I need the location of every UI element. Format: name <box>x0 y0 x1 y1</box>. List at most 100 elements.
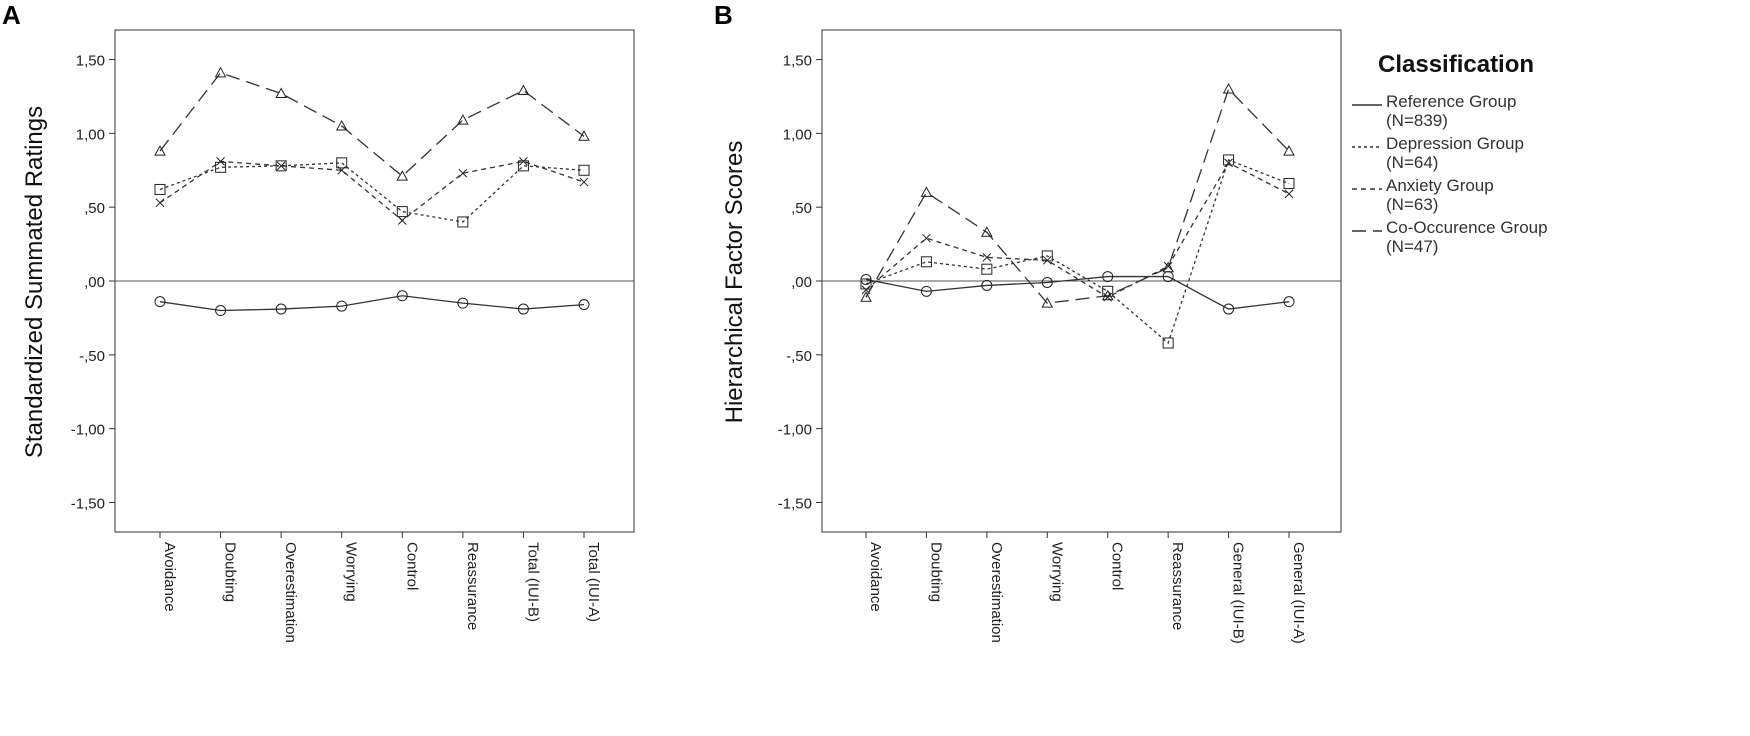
panel-a-x-tick-label: Total (IUI-A) <box>585 542 602 622</box>
panel-b-data-point <box>1283 145 1295 156</box>
panel-b-x-tick-label: Avoidance <box>867 542 884 612</box>
panel-a-data-point <box>335 119 348 131</box>
panel-a-y-tick-label: 1,00 <box>76 126 105 143</box>
legend-title: Classification <box>1378 51 1534 78</box>
panel-a-data-point <box>154 183 166 195</box>
legend-entry: Reference Group(N=839) <box>1352 92 1516 130</box>
panel-b-data-point <box>981 279 993 291</box>
panel-b-data-point <box>1284 189 1294 199</box>
panel-b-data-point <box>1101 289 1114 301</box>
panel-b-label: B <box>714 0 733 30</box>
panel-a-data-point <box>216 157 225 166</box>
panel-b-y-tick-label: 1,00 <box>783 126 812 143</box>
legend-label: Reference Group <box>1386 92 1516 111</box>
panel-b-series-line <box>865 275 1290 310</box>
panel-a-data-point <box>396 206 408 218</box>
panel-b-data-point <box>920 256 932 268</box>
panel-a-data-point <box>336 300 348 312</box>
panel-b-y-tick-label: -1,50 <box>778 495 812 512</box>
panel-b-ylabel: Hierarchical Factor Scores <box>721 141 748 424</box>
panel-a-data-point <box>154 145 166 156</box>
panel-b-data-point <box>922 233 931 243</box>
panel-b-data-point <box>1283 178 1295 190</box>
legend-entry: Anxiety Group(N=63) <box>1352 176 1494 214</box>
panel-a-x-tick-label: Reassurance <box>464 542 481 630</box>
panel-a-data-point <box>215 161 227 173</box>
panel-a: A Standardized Summated Ratings 1,50 1,00… <box>2 0 635 643</box>
panel-b-series-line <box>865 162 1290 298</box>
panel-b-data-point <box>1162 261 1174 273</box>
panel-a-data-point <box>397 216 407 225</box>
panel-a-data-point <box>275 87 287 98</box>
panel-a-x-axis: Avoidance Doubting Overestimation Worrying C… <box>159 532 602 643</box>
legend: Classification Reference Group(N=839) Dep… <box>1352 51 1548 256</box>
panel-a-y-tick-label: ,50 <box>84 200 105 217</box>
panel-b-x-tick-label: Doubting <box>927 542 944 602</box>
panel-b-data-point <box>981 226 993 237</box>
panel-b-series <box>860 83 1295 349</box>
panel-b-data-point <box>981 263 993 275</box>
panel-b-data-point <box>1223 154 1235 166</box>
panel-a-y-tick-label: -1,00 <box>71 422 105 439</box>
panel-a-series-0 <box>154 290 590 317</box>
panel-b-data-point <box>1222 83 1235 94</box>
panel-a-series-line <box>159 162 585 223</box>
panel-b-data-point <box>860 278 872 290</box>
panel-b-x-axis: Avoidance Doubting Overestimation Worrying C… <box>865 532 1307 644</box>
panel-b-y-tick-label: ,50 <box>791 200 812 217</box>
panel-b-data-point <box>1223 303 1235 315</box>
panel-b-series-1 <box>860 154 1295 349</box>
panel-b-x-tick-label: General (IUI-A) <box>1290 542 1307 644</box>
panel-a-x-tick-label: Total (IUI-B) <box>524 542 541 622</box>
panel-b-series-2 <box>861 158 1294 302</box>
panel-b-data-point <box>1041 297 1054 308</box>
panel-a-series-2 <box>155 157 589 225</box>
panel-b-data-point <box>920 285 932 297</box>
legend-entry: Co-Occurence Group(N=47) <box>1352 218 1548 256</box>
panel-a-y-axis: 1,50 1,00 ,50 ,00 -,50 -1,00 -1,50 <box>71 53 634 512</box>
panel-a-data-point <box>457 216 469 228</box>
panel-a-data-point <box>578 130 590 141</box>
panel-a-data-point <box>519 157 528 166</box>
legend-count: (N=839) <box>1386 111 1448 130</box>
panel-a-x-tick-label: Worrying <box>343 542 360 602</box>
panel-b-data-point <box>1042 255 1052 265</box>
panel-b-y-tick-label: ,00 <box>791 274 812 291</box>
panel-a-ylabel: Standardized Summated Ratings <box>21 106 48 458</box>
panel-b-series-line <box>865 87 1290 304</box>
legend-label: Depression Group <box>1386 134 1524 153</box>
panel-a-data-point <box>578 164 590 176</box>
panel-a-y-tick-label: -1,50 <box>71 495 105 512</box>
panel-a-data-point <box>336 157 348 169</box>
panel-a-data-point <box>579 177 589 187</box>
panel-b-series-line <box>865 159 1290 345</box>
panel-a-data-point <box>154 296 166 308</box>
panel-a-data-point <box>517 303 529 315</box>
legend-entry: Depression Group(N=64) <box>1352 134 1524 172</box>
panel-b-data-point <box>860 291 872 302</box>
legend-count: (N=47) <box>1386 237 1438 256</box>
panel-a-data-point <box>578 299 590 311</box>
panel-b-data-point <box>920 186 933 197</box>
panel-a-x-tick-label: Avoidance <box>161 542 178 612</box>
panel-b-data-point <box>982 253 992 262</box>
legend-label: Anxiety Group <box>1386 176 1494 195</box>
legend-label: Co-Occurence Group <box>1386 218 1548 237</box>
panel-a-data-point <box>275 303 287 315</box>
panel-b-y-axis: 1,50 1,00 ,50 ,00 -,50 -1,00 -1,50 <box>778 53 1341 512</box>
panel-b-data-point <box>1102 271 1114 283</box>
panel-a-y-tick-label: -,50 <box>79 348 105 365</box>
panel-b-y-tick-label: 1,50 <box>783 53 812 70</box>
panel-a-y-tick-label: 1,50 <box>76 53 105 70</box>
panel-b: B Hierarchical Factor Scores 1,50 1,00 ,50… <box>714 0 1342 644</box>
panel-a-series-line <box>159 160 585 222</box>
panel-b-data-point <box>1041 276 1053 288</box>
panel-a-data-point <box>396 170 409 181</box>
panel-a-data-point <box>337 165 347 175</box>
panel-a-y-tick-label: ,00 <box>84 274 105 291</box>
panel-a-data-point <box>276 161 286 171</box>
legend-count: (N=63) <box>1386 195 1438 214</box>
panel-b-series-0 <box>860 271 1295 315</box>
panel-a-x-tick-label: Overestimation <box>282 542 299 643</box>
